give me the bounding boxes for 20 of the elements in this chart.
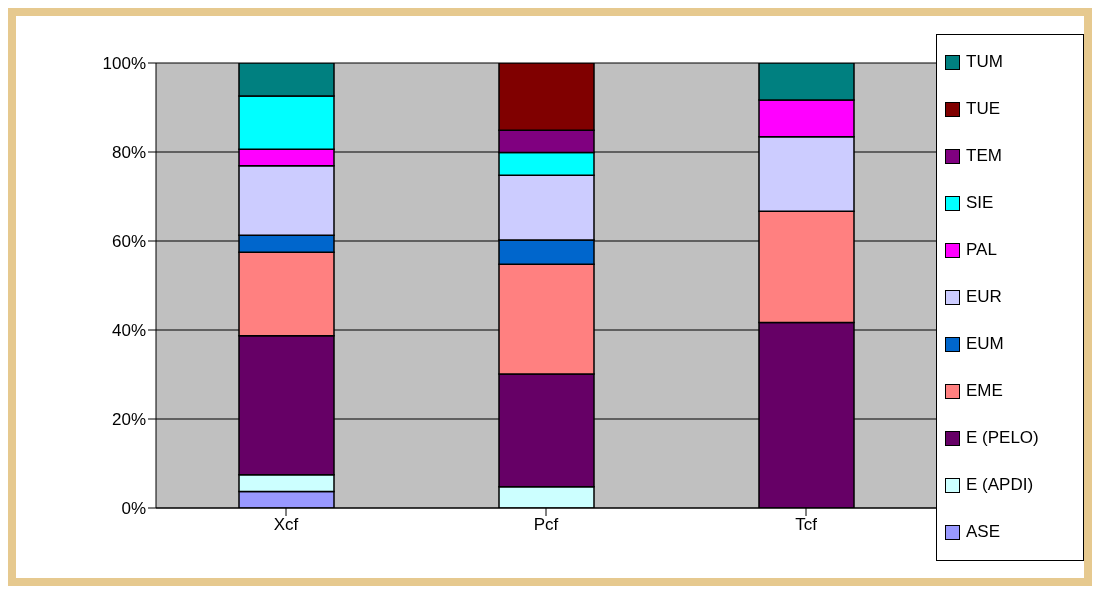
legend-label: EME [966,381,1003,401]
x-tick-label: Xcf [273,515,299,535]
y-tick-label: 20% [111,410,146,430]
legend-label: TUE [966,99,1000,119]
x-tick-label: Pcf [533,515,559,535]
legend-label: SIE [966,193,994,213]
legend-label: E (APDI) [966,475,1034,495]
legend-label: EUM [966,334,1004,354]
y-tick-label: 80% [111,143,146,163]
y-tick-label: 60% [111,232,146,252]
legend-label: PAL [966,240,997,260]
legend-label: ASE [966,522,1001,542]
legend-label: TEM [966,146,1002,166]
y-tick-label: 40% [111,321,146,341]
y-tick-label: 100% [102,54,146,74]
x-tick-label: Tcf [795,515,818,535]
legend-label: E (PELO) [966,428,1039,448]
legend-label: TUM [966,52,1003,72]
y-tick-label: 0% [121,499,146,519]
legend-label: EUR [966,287,1002,307]
